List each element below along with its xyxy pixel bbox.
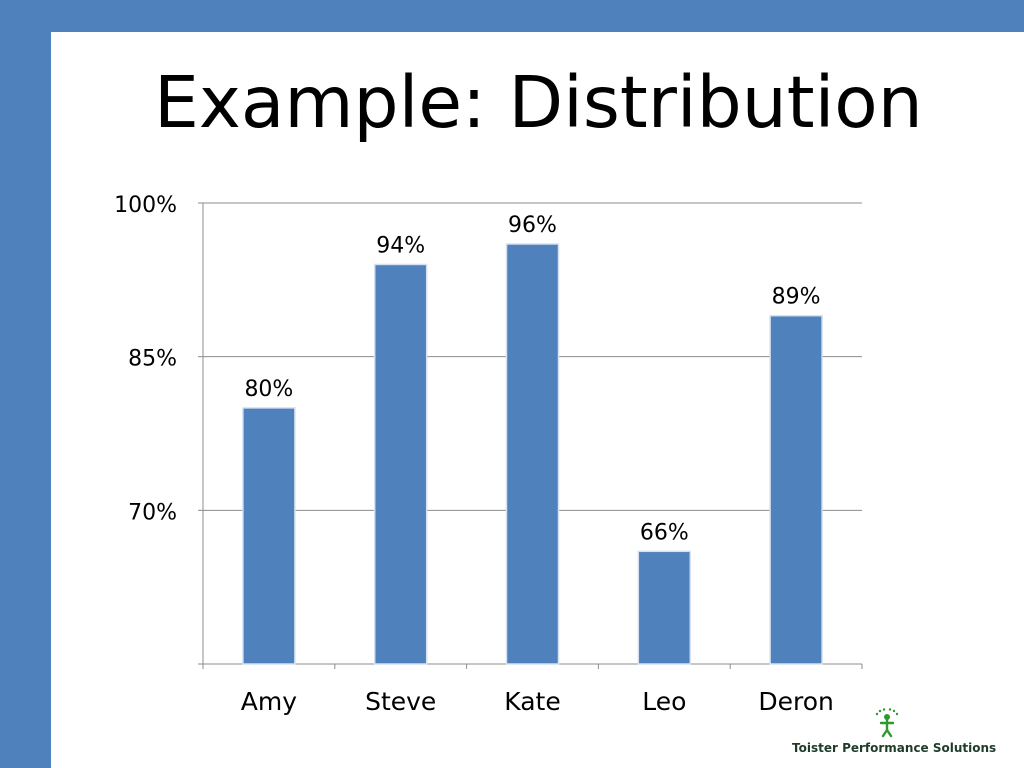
- y-tick-label: 70%: [128, 500, 177, 525]
- category-label: Deron: [758, 687, 834, 716]
- data-label: 80%: [244, 377, 293, 402]
- y-tick-label: 85%: [128, 347, 177, 372]
- y-tick-label: 100%: [114, 193, 177, 218]
- data-label: 89%: [772, 285, 821, 310]
- data-label: 96%: [508, 213, 557, 238]
- category-label: Leo: [642, 687, 686, 716]
- bar-leo: [637, 550, 692, 665]
- slide-title: Example: Distribution: [154, 61, 923, 144]
- logo-text: Toister Performance Solutions: [792, 741, 997, 755]
- category-label: Steve: [365, 687, 436, 716]
- category-label: Kate: [504, 687, 560, 716]
- left-accent-bar: [0, 0, 51, 768]
- data-label: 94%: [376, 233, 425, 258]
- bar-amy: [242, 407, 296, 665]
- bar-steve: [373, 263, 428, 665]
- category-label: Amy: [241, 687, 297, 716]
- company-logo: Toister Performance Solutions: [792, 708, 997, 760]
- bar-deron: [769, 314, 823, 665]
- data-label: 66%: [640, 520, 689, 545]
- bar-kate: [505, 243, 560, 665]
- top-accent-bar: [0, 0, 1024, 32]
- person-figure-icon: [875, 708, 899, 738]
